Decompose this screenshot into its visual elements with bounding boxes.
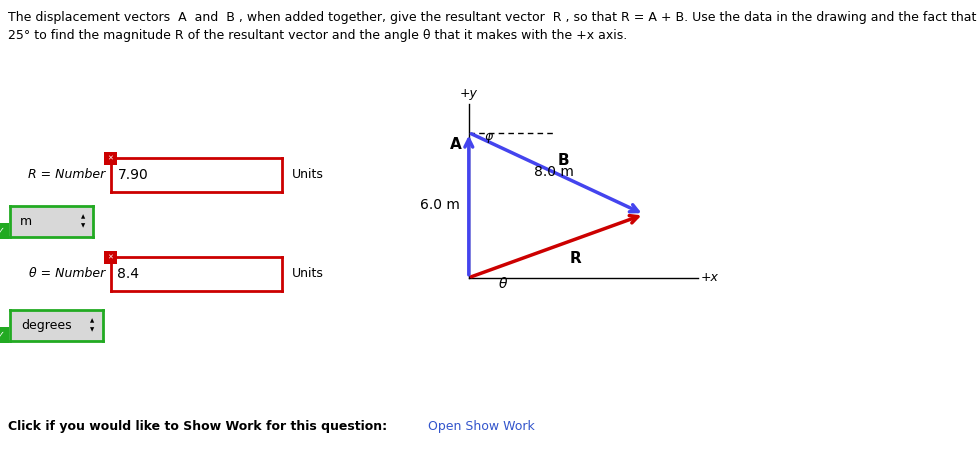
Text: A: A — [449, 137, 461, 152]
Text: 6.0 m: 6.0 m — [420, 198, 460, 212]
Text: degrees: degrees — [21, 319, 71, 331]
Text: ✓: ✓ — [0, 330, 5, 340]
Text: ✕: ✕ — [107, 254, 113, 261]
Text: ✕: ✕ — [107, 155, 113, 161]
Text: Click if you would like to Show Work for this question:: Click if you would like to Show Work for… — [8, 420, 386, 433]
Text: φ: φ — [483, 130, 492, 143]
Text: 8.4: 8.4 — [117, 267, 139, 281]
Text: ▼: ▼ — [81, 224, 85, 229]
Text: m: m — [20, 215, 32, 228]
Text: +x: +x — [700, 271, 718, 284]
Text: R: R — [569, 251, 581, 266]
Text: θ = Number: θ = Number — [29, 267, 106, 281]
Text: The displacement vectors  A  and  B , when added together, give the resultant ve: The displacement vectors A and B , when … — [8, 11, 978, 42]
Text: Open Show Work: Open Show Work — [427, 420, 534, 433]
Text: Units: Units — [291, 168, 324, 181]
Text: ✓: ✓ — [0, 226, 5, 236]
Text: ▲: ▲ — [89, 318, 94, 323]
Text: +y: +y — [460, 87, 477, 100]
Text: R = Number: R = Number — [28, 168, 106, 181]
Text: ▼: ▼ — [89, 327, 94, 332]
Text: B: B — [557, 153, 569, 168]
Text: θ: θ — [498, 277, 507, 291]
Text: Units: Units — [291, 267, 324, 281]
Text: 7.90: 7.90 — [117, 168, 148, 182]
Text: 8.0 m: 8.0 m — [534, 165, 573, 179]
Text: ▲: ▲ — [81, 214, 85, 219]
